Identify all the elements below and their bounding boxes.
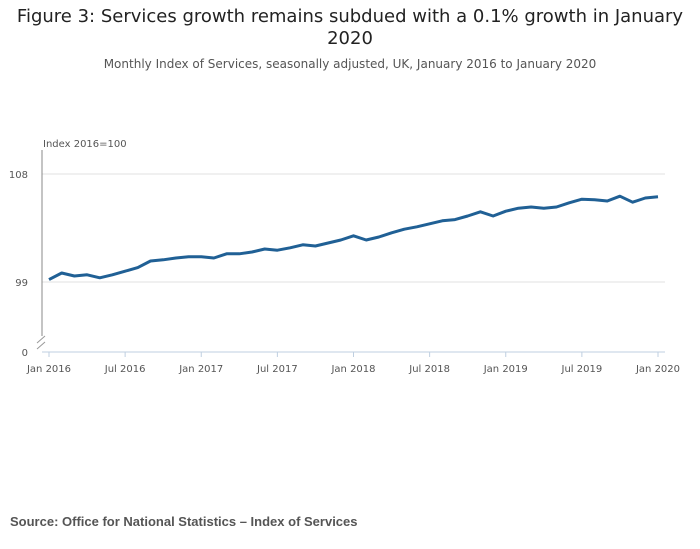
x-tick-label: Jul 2019 [561,364,603,375]
x-tick-label: Jan 2017 [178,364,223,375]
chart-subtitle: Monthly Index of Services, seasonally ad… [103,57,597,71]
y-tick-label: 99 [15,278,28,289]
y-tick-label: 108 [9,170,28,181]
y-tick-label: 0 [22,348,28,359]
series-line [48,194,659,281]
x-tick-label: Jan 2019 [483,364,528,375]
x-tick-label: Jan 2020 [635,364,680,375]
x-tick-label: Jul 2017 [256,364,298,375]
x-tick-label: Jan 2016 [26,364,71,375]
chart-title: Figure 3: Services growth remains subdue… [16,6,684,49]
x-tick-label: Jan 2018 [330,364,375,375]
x-tick-label: Jul 2016 [104,364,146,375]
axis-break-icon [36,335,46,350]
source-note: Source: Office for National Statistics –… [10,514,358,529]
x-tick-label: Jul 2018 [408,364,450,375]
y-axis-label: Index 2016=100 [43,139,127,150]
